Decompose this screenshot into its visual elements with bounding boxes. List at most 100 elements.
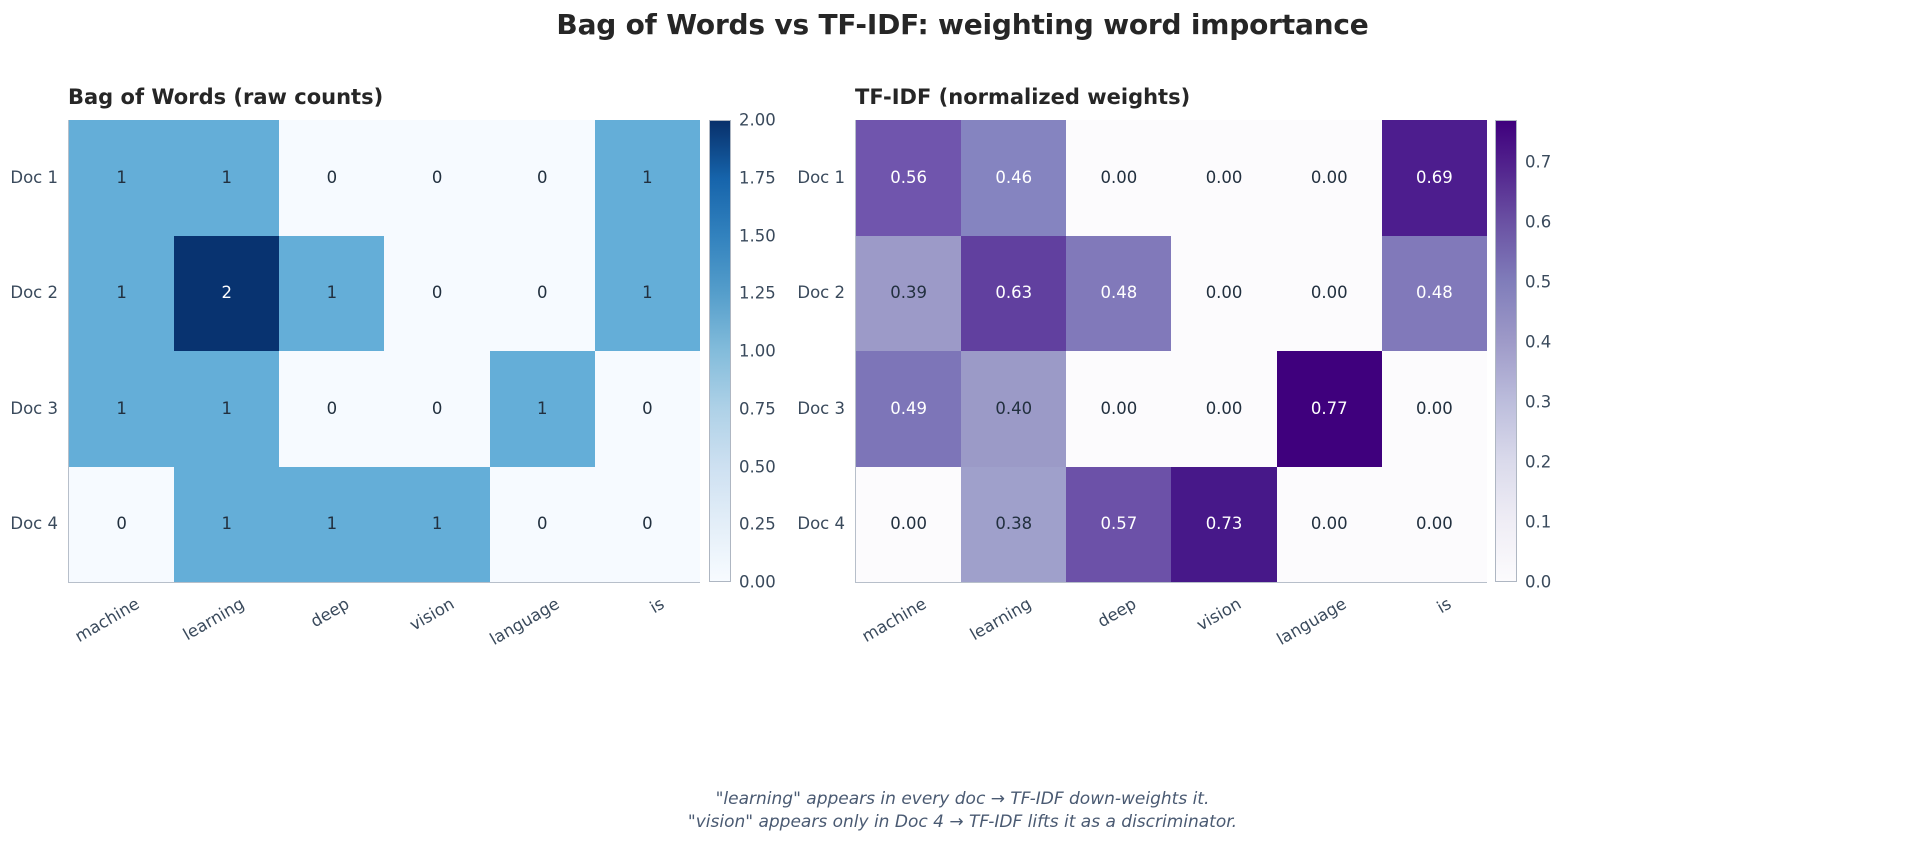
y-axis-tick-label: Doc 3 [797, 398, 845, 418]
heatmap-cell[interactable]: 0 [384, 351, 490, 467]
heatmap-cell-value: 0.00 [1100, 167, 1138, 187]
colorbar-tick-label: 0.2 [1525, 452, 1552, 472]
heatmap-cell-value: 0.00 [1205, 167, 1243, 187]
heatmap-cell[interactable]: 1 [69, 351, 175, 467]
y-axis-tick-label: Doc 2 [797, 283, 845, 303]
heatmap-cell-value: 0.73 [1205, 514, 1243, 533]
heatmap-cell-value: 0 [536, 283, 548, 302]
heatmap-cell[interactable]: 0.63 [961, 235, 1067, 351]
y-axis-tick-label: Doc 4 [797, 514, 845, 534]
colorbar-bag-of-words: 0.00 0.25 0.50 0.75 1.00 1.25 1.50 1.75 2.00 [709, 111, 776, 592]
heatmap-cell-value: 1 [221, 514, 232, 533]
colorbar-gradient-tfidf [1495, 120, 1517, 582]
heatmap-cell-value: 0 [326, 398, 338, 418]
heatmap-cell-value: 0 [431, 398, 443, 418]
heatmap-cell[interactable]: 0.00 [1276, 120, 1382, 236]
heatmap-cell-value: 1 [431, 514, 443, 533]
heatmap-cell-value: 0.00 [1416, 398, 1453, 418]
heatmap-cell[interactable]: 1 [279, 466, 385, 582]
heatmap-cell-value: 0.00 [1205, 398, 1243, 418]
heatmap-grid-tfidf[interactable]: 0.56 0.46 0.00 0.00 0.00 0.69 0.39 0.63 0.48 0.00… [855, 120, 1487, 583]
heatmap-cell[interactable]: 2 [174, 235, 280, 351]
y-axis-tick-label: Doc 1 [797, 167, 845, 187]
colorbar-tick-label: 0.3 [1525, 392, 1552, 412]
heatmap-cell[interactable]: 1 [594, 235, 700, 351]
heatmap-cell-value: 1 [642, 283, 653, 302]
heatmap-cell[interactable]: 0.57 [1066, 466, 1172, 582]
heatmap-cell-value: 1 [116, 398, 127, 418]
y-axis-tick-label: Doc 4 [10, 514, 58, 534]
heatmap-cell[interactable]: 1 [594, 120, 700, 236]
heatmap-cell-value: 1 [116, 167, 127, 187]
heatmap-cell[interactable]: 1 [489, 351, 595, 467]
heatmap-cell[interactable]: 1 [69, 120, 175, 236]
heatmap-cell[interactable]: 0.38 [961, 466, 1067, 582]
heatmap-cell-value: 0.48 [1100, 283, 1138, 302]
heatmap-cell-value: 0 [642, 398, 653, 418]
heatmap-cell[interactable]: 0.00 [1381, 466, 1487, 582]
heatmap-cell-value: 1 [116, 283, 127, 302]
heatmap-cell-value: 0.46 [995, 167, 1033, 187]
heatmap-cell-value: 0.77 [1310, 398, 1348, 418]
heatmap-cell[interactable]: 0.00 [856, 466, 962, 582]
colorbar-tick-label: 1.00 [739, 341, 776, 361]
heatmap-cell[interactable]: 0.00 [1276, 466, 1382, 582]
heatmap-cell[interactable]: 0.00 [1381, 351, 1487, 467]
heatmap-cell-value: 0 [431, 167, 443, 187]
heatmap-cell[interactable]: 0 [69, 466, 175, 582]
heatmap-cell[interactable]: 0.77 [1276, 351, 1382, 467]
heatmap-cell[interactable]: 0.49 [856, 351, 962, 467]
heatmap-cell[interactable]: 0.00 [1276, 235, 1382, 351]
heatmap-cell-value: 0.38 [995, 514, 1033, 533]
colorbar-tick-label: 1.50 [739, 226, 776, 245]
heatmap-cell[interactable]: 1 [279, 235, 385, 351]
heatmap-cell[interactable]: 0.46 [961, 120, 1067, 236]
heatmap-cell[interactable]: 0 [279, 351, 385, 467]
heatmap-cell[interactable]: 0 [489, 120, 595, 236]
heatmap-cell[interactable]: 0 [489, 235, 595, 351]
heatmap-cell[interactable]: 0.00 [1066, 351, 1172, 467]
heatmap-cell[interactable]: 0 [594, 351, 700, 467]
footer-annotation-line-1: "learning" appears in every doc → TF-IDF… [715, 789, 1210, 809]
heatmap-cell[interactable]: 0.69 [1381, 120, 1487, 236]
colorbar-tick-label: 0.0 [1525, 572, 1552, 592]
heatmap-cell[interactable]: 0 [384, 120, 490, 236]
heatmap-cell[interactable]: 0.00 [1171, 235, 1277, 351]
colorbar-tick-label: 0.25 [739, 514, 776, 534]
footer-annotation-line-2: "vision" appears only in Doc 4 → TF-IDF … [687, 811, 1238, 832]
heatmap-cell-value: 0 [642, 514, 653, 533]
heatmap-cell-value: 1 [326, 514, 338, 533]
heatmap-cell-value: 0 [116, 514, 127, 533]
heatmap-cell[interactable]: 0.00 [1066, 120, 1172, 236]
heatmap-cell[interactable]: 0.00 [1171, 351, 1277, 467]
heatmap-cell-value: 0.00 [1310, 167, 1348, 187]
heatmap-cell-value: 0 [326, 167, 338, 187]
heatmap-cell[interactable]: 0.40 [961, 351, 1067, 467]
heatmap-cell[interactable]: 0.48 [1381, 235, 1487, 351]
colorbar-tick-label: 1.25 [739, 283, 776, 303]
heatmap-cell-value: 0.48 [1416, 283, 1453, 302]
heatmap-cell-value: 2 [221, 283, 232, 302]
heatmap-cell-value: 0 [536, 167, 548, 187]
heatmap-cell[interactable]: 0 [279, 120, 385, 236]
heatmap-cell[interactable]: 1 [69, 235, 175, 351]
heatmap-cell[interactable]: 1 [174, 120, 280, 236]
heatmap-cell-value: 0.00 [1100, 398, 1138, 418]
heatmap-cell[interactable]: 0 [594, 466, 700, 582]
heatmap-cell[interactable]: 0.48 [1066, 235, 1172, 351]
heatmap-cell[interactable]: 1 [174, 351, 280, 467]
colorbar-tick-label: 0.7 [1525, 152, 1552, 172]
heatmap-cell[interactable]: 0.00 [1171, 120, 1277, 236]
heatmap-cell[interactable]: 0.56 [856, 120, 962, 236]
heatmap-cell[interactable]: 0.39 [856, 235, 962, 351]
colorbar-tick-label: 0.6 [1525, 212, 1552, 232]
heatmap-cell-value: 0.00 [1205, 283, 1243, 302]
heatmap-cell-value: 0 [431, 283, 443, 302]
heatmap-cell[interactable]: 0.73 [1171, 466, 1277, 582]
heatmap-cell-value: 0.49 [890, 398, 927, 418]
heatmap-cell[interactable]: 0 [384, 235, 490, 351]
heatmap-cell[interactable]: 1 [384, 466, 490, 582]
heatmap-cell[interactable]: 1 [174, 466, 280, 582]
heatmap-cell[interactable]: 0 [489, 466, 595, 582]
heatmap-grid-bag-of-words[interactable]: 1 1 0 0 0 1 1 2 1 0 0 1 1 1 0 0 1 0 0 1 1 1 0 0 [68, 120, 700, 583]
